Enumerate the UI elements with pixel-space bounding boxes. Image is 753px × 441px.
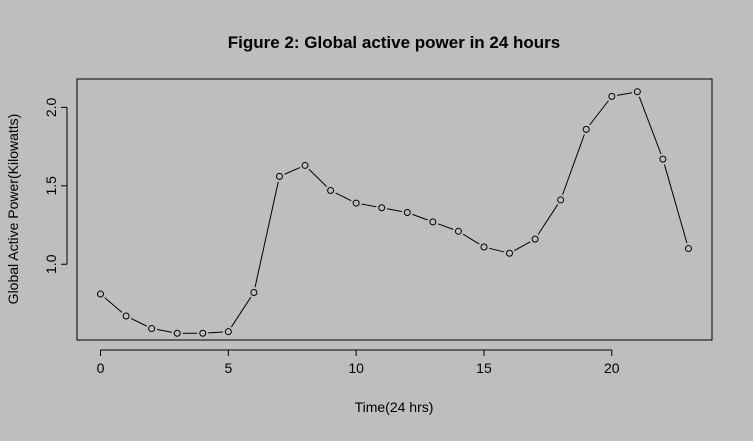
line-segment	[617, 92, 633, 96]
line-segment	[437, 223, 454, 230]
x-axis: 0 5 10 15 20	[97, 349, 620, 376]
y-tick-label: 1.5	[43, 176, 59, 196]
data-point	[378, 204, 386, 212]
line-segment	[208, 331, 223, 334]
data-point	[454, 227, 462, 235]
line-segment	[489, 247, 505, 253]
data-point	[275, 172, 283, 180]
line-segment	[254, 181, 279, 288]
line-segment	[335, 192, 352, 202]
data-point	[250, 288, 258, 296]
data-point	[97, 290, 105, 298]
data-point	[480, 243, 488, 251]
data-point	[633, 88, 641, 96]
line-segment	[156, 329, 172, 333]
line-segment	[284, 167, 301, 175]
line-segment	[537, 204, 559, 235]
line-segment	[589, 100, 609, 126]
data-point	[352, 199, 360, 207]
data-point	[403, 208, 411, 216]
x-axis-label: Time(24 hrs)	[355, 399, 434, 415]
data-point	[224, 328, 232, 336]
line-segment	[361, 203, 377, 208]
data-point	[301, 161, 309, 169]
line-segment	[104, 297, 123, 313]
data-point	[327, 187, 335, 195]
data-point	[608, 92, 616, 100]
data-series	[97, 88, 692, 337]
line-segment	[663, 164, 688, 244]
x-tick-label: 10	[348, 360, 364, 376]
line-segment	[462, 233, 480, 245]
data-point	[199, 329, 207, 337]
y-tick-label: 1.0	[43, 254, 59, 274]
data-point	[148, 325, 156, 333]
line-segment	[514, 241, 531, 252]
data-point	[506, 249, 514, 257]
x-tick-label: 20	[604, 360, 620, 376]
x-tick-label: 0	[97, 360, 105, 376]
data-point	[557, 196, 565, 204]
line-segment	[387, 208, 402, 212]
y-axis: 1.0 1.5 2.0	[43, 97, 68, 274]
line-segment	[562, 134, 585, 195]
x-tick-label: 15	[476, 360, 492, 376]
line-segment	[130, 317, 147, 327]
data-point	[531, 235, 539, 243]
y-tick-label: 2.0	[43, 97, 59, 117]
chart-title: Figure 2: Global active power in 24 hour…	[228, 33, 561, 52]
data-point	[659, 155, 667, 163]
line-segment	[308, 168, 328, 188]
x-tick-label: 5	[224, 360, 232, 376]
data-point	[122, 312, 130, 320]
line-segment	[638, 96, 662, 155]
data-point	[684, 245, 692, 253]
data-point	[173, 329, 181, 337]
data-point	[429, 218, 437, 226]
plot-frame	[76, 78, 713, 341]
y-axis-label: Global Active Power(Kilowatts)	[5, 114, 21, 305]
line-segment	[230, 296, 252, 328]
line-segment	[412, 213, 428, 221]
data-point	[582, 125, 590, 133]
